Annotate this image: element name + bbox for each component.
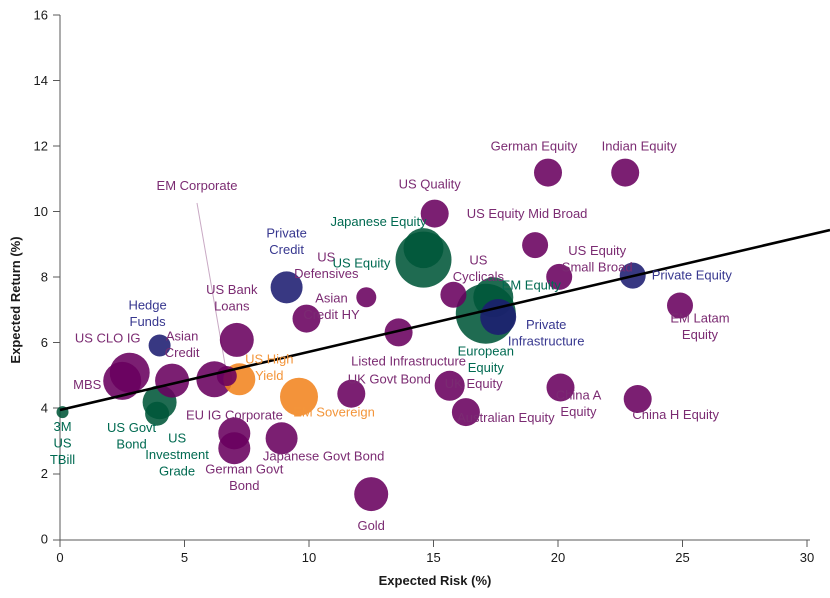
- svg-text:2: 2: [41, 466, 48, 481]
- svg-text:Gold: Gold: [357, 518, 384, 533]
- svg-text:MBS: MBS: [73, 377, 102, 392]
- svg-text:US CLO IG: US CLO IG: [75, 331, 141, 346]
- svg-text:Indian Equity: Indian Equity: [602, 139, 678, 154]
- svg-text:6: 6: [41, 335, 48, 350]
- svg-text:0: 0: [41, 532, 48, 547]
- svg-text:Australian Equity: Australian Equity: [457, 410, 555, 425]
- svg-text:UK Govt Bond: UK Govt Bond: [348, 372, 431, 387]
- svg-text:Japanese Equity: Japanese Equity: [330, 214, 427, 229]
- svg-text:8: 8: [41, 270, 48, 285]
- svg-text:EM Sovereign: EM Sovereign: [293, 405, 375, 420]
- svg-text:EM Equity: EM Equity: [502, 277, 562, 292]
- svg-text:12: 12: [34, 139, 48, 154]
- svg-text:16: 16: [34, 8, 48, 23]
- svg-text:20: 20: [551, 550, 565, 565]
- svg-text:10: 10: [34, 204, 48, 219]
- svg-text:10: 10: [302, 550, 316, 565]
- svg-text:4: 4: [41, 401, 48, 416]
- svg-text:EU IG Corporate: EU IG Corporate: [186, 407, 283, 422]
- svg-text:US Quality: US Quality: [399, 177, 462, 192]
- svg-text:Japanese Govt Bond: Japanese Govt Bond: [263, 448, 384, 463]
- svg-text:5: 5: [181, 550, 188, 565]
- svg-text:US Equity Mid Broad: US Equity Mid Broad: [467, 206, 588, 221]
- svg-text:Expected Return (%): Expected Return (%): [8, 236, 23, 363]
- svg-text:15: 15: [426, 550, 440, 565]
- svg-text:Private Equity: Private Equity: [652, 268, 733, 283]
- svg-text:EM Corporate: EM Corporate: [157, 178, 238, 193]
- svg-text:US Equity: US Equity: [333, 256, 391, 271]
- svg-text:German Equity: German Equity: [491, 139, 578, 154]
- svg-text:China H Equity: China H Equity: [632, 407, 719, 422]
- svg-text:30: 30: [800, 550, 814, 565]
- svg-text:0: 0: [56, 550, 63, 565]
- svg-text:Expected Risk (%): Expected Risk (%): [379, 573, 492, 588]
- svg-text:UK Equity: UK Equity: [445, 376, 503, 391]
- svg-text:25: 25: [675, 550, 689, 565]
- svg-text:14: 14: [34, 73, 48, 88]
- svg-text:Listed Infrastructure: Listed Infrastructure: [351, 353, 466, 368]
